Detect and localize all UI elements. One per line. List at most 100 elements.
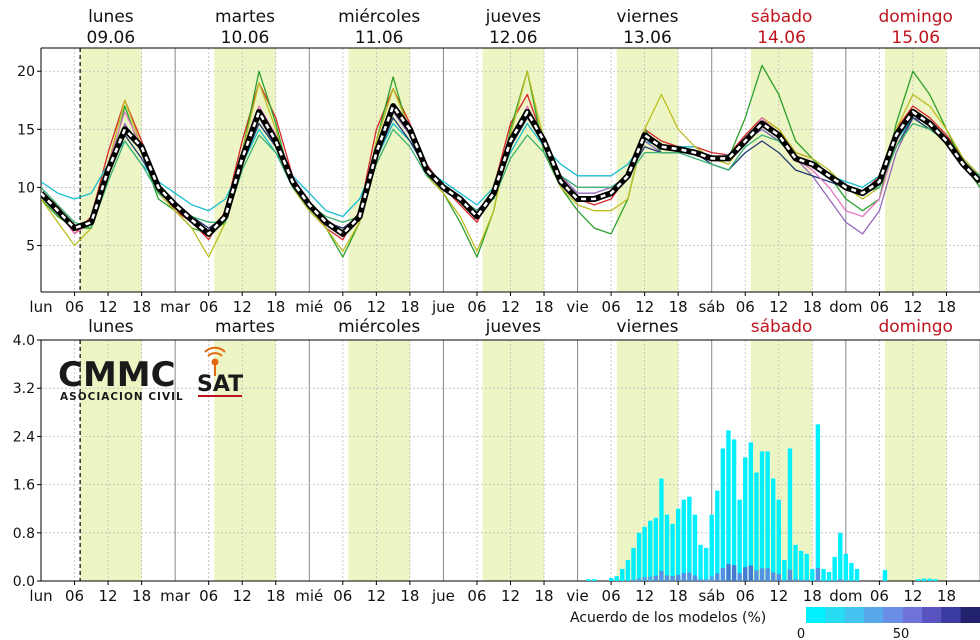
- x-hour-label: 12: [99, 587, 118, 605]
- precip-bar-agreement: [832, 580, 837, 581]
- x-day-label: mar: [160, 298, 191, 316]
- precip-bar-agreement: [771, 572, 776, 581]
- agreement-legend: Acuerdo de los modelos (%) 0 50: [570, 607, 980, 640]
- legend-swatch: [844, 607, 865, 623]
- precip-bar: [726, 430, 731, 581]
- precip-bar: [804, 553, 809, 581]
- x-day-label: dom: [829, 587, 862, 605]
- x-hour-label: 06: [467, 587, 486, 605]
- x-day-label: mar: [160, 587, 191, 605]
- precip-bar-agreement: [726, 564, 731, 581]
- precip-bar: [703, 547, 709, 581]
- day-date-label: 10.06: [221, 28, 270, 48]
- x-day-label: vie: [566, 587, 588, 605]
- x-hour-label: 12: [903, 587, 922, 605]
- precip-bar-agreement: [631, 579, 636, 581]
- precip-bar: [687, 496, 692, 581]
- precip-bar: [608, 577, 614, 581]
- precip-bar-agreement: [843, 580, 849, 581]
- precip-bar: [849, 562, 854, 581]
- day-header-middle: lunes martes miércoles jueves viernes sábado d…: [88, 317, 953, 337]
- precip-bar: [821, 568, 826, 581]
- y-tick-label: 3.2: [13, 381, 35, 397]
- precip-bar-agreement: [815, 567, 821, 581]
- precip-bar-agreement: [804, 579, 809, 581]
- precipitation-panel: 0.0 0.8 1.6 2.4 3.2 4.0 lun 06 12 18 mar 06 12 18 mié 0…: [13, 333, 980, 605]
- x-day-label: lun: [29, 587, 52, 605]
- precip-bar: [765, 451, 770, 581]
- precip-bar-agreement: [715, 573, 720, 581]
- precip-bar: [625, 559, 631, 581]
- day-name-label: jueves: [485, 317, 541, 337]
- y-tick-label: 0.8: [13, 526, 35, 542]
- day-date-label: 13.06: [623, 28, 672, 48]
- x-hour-label: 18: [803, 298, 822, 316]
- x-hour-label: 06: [736, 587, 755, 605]
- daylight-band: [616, 48, 679, 292]
- y-tick-label: 20: [17, 64, 35, 80]
- precip-bar: [631, 547, 636, 581]
- precip-bar: [754, 472, 759, 581]
- y-tick-label: 4.0: [13, 333, 35, 349]
- precip-bar: [843, 553, 849, 581]
- x-hour-label: 12: [635, 587, 654, 605]
- precip-bar: [709, 514, 714, 581]
- precip-bar-agreement: [636, 578, 642, 581]
- precip-bar: [648, 520, 653, 581]
- x-hour-label: 18: [132, 298, 151, 316]
- day-date-label: 11.06: [355, 28, 404, 48]
- x-hour-label: 18: [400, 298, 419, 316]
- daylight-band: [884, 48, 947, 292]
- x-hour-label: 12: [769, 298, 788, 316]
- precip-bar-agreement: [754, 570, 759, 581]
- precip-bar-agreement: [838, 578, 843, 581]
- day-name-label: viernes: [616, 7, 678, 27]
- precip-bar: [720, 448, 726, 581]
- x-hour-label: 18: [534, 298, 553, 316]
- temperature-panel: 5 10 15 20 lun 06 12 18 mar 06 12 18 mié 06 12 18 jue 06 1…: [17, 47, 980, 316]
- precip-bar: [659, 478, 664, 581]
- precip-bar-agreement: [687, 572, 692, 581]
- legend-tick-50: 50: [893, 627, 910, 640]
- x-hour-label: 06: [333, 587, 352, 605]
- antenna-icon: [204, 346, 226, 376]
- daylight-band: [80, 340, 142, 581]
- day-name-label: sábado: [751, 317, 813, 337]
- precip-bar-agreement: [625, 580, 631, 581]
- x-hour-label: 18: [937, 587, 956, 605]
- x-hour-label: 06: [65, 587, 84, 605]
- precip-bar: [776, 499, 781, 581]
- precip-bar: [927, 578, 932, 581]
- x-day-label: sáb: [698, 298, 725, 316]
- precip-bar: [854, 568, 860, 581]
- x-hour-label: 06: [602, 587, 621, 605]
- y-tick-label: 1.6: [13, 478, 35, 494]
- x-hour-label: 18: [937, 298, 956, 316]
- precip-bar: [815, 424, 821, 581]
- x-hour-label: 06: [199, 587, 218, 605]
- day-name-label: martes: [215, 7, 275, 27]
- precip-bar-agreement: [703, 579, 709, 581]
- precip-bar: [675, 508, 681, 581]
- legend-swatch: [883, 607, 904, 623]
- x-hour-label: 12: [233, 298, 252, 316]
- x-hour-label: 18: [534, 587, 553, 605]
- day-date-label: 12.06: [489, 28, 538, 48]
- precip-bar: [810, 568, 815, 581]
- precip-bar: [743, 457, 748, 581]
- x-day-label: mié: [295, 298, 323, 316]
- day-name-label: lunes: [88, 317, 134, 337]
- precip-bar-agreement: [743, 567, 748, 581]
- x-hour-label: 12: [501, 587, 520, 605]
- precip-bar: [586, 579, 591, 581]
- precip-bar: [715, 490, 720, 581]
- precip-bar-agreement: [793, 578, 798, 581]
- x-hour-label: 06: [333, 298, 352, 316]
- precip-bar-agreement: [782, 580, 787, 581]
- y-tick-label: 2.4: [13, 429, 35, 445]
- precip-bar: [882, 570, 888, 581]
- precip-bar: [642, 526, 647, 581]
- x-hour-label: 18: [266, 587, 285, 605]
